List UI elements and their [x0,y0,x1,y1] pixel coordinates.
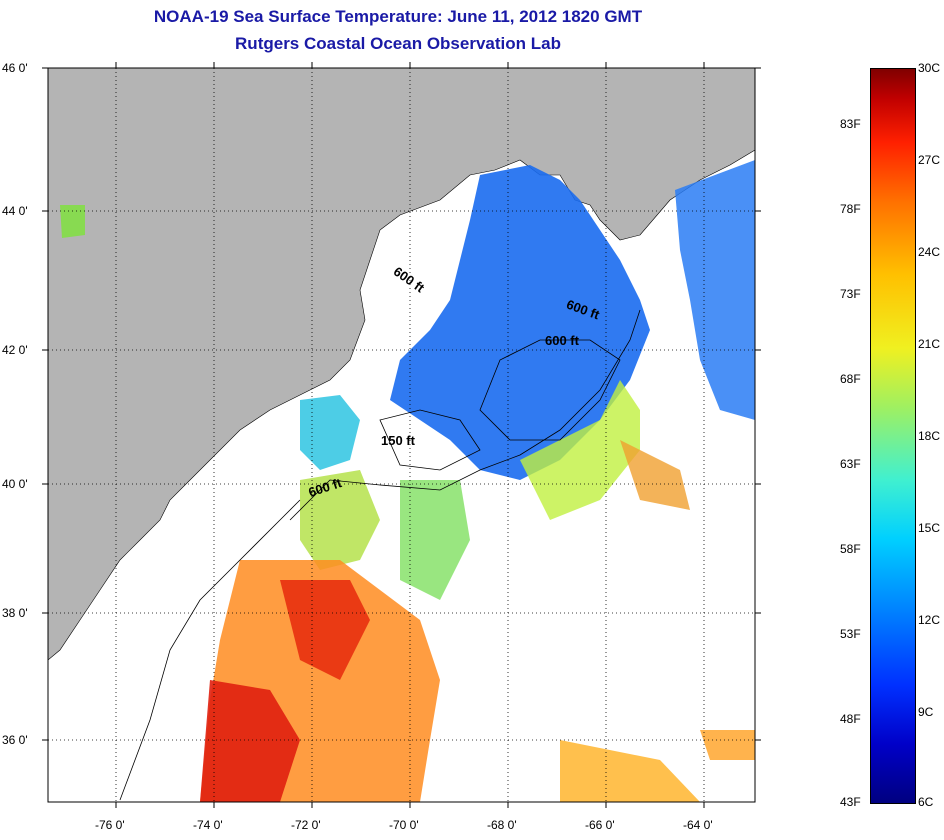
cold-water-region [390,165,650,480]
map-title: NOAA-19 Sea Surface Temperature: June 11… [153,7,643,26]
colorbar-celsius-label: 21C [918,337,941,351]
colorbar-fahrenheit-label: 48F [840,712,861,726]
lon-label: -64 0' [683,818,713,832]
lat-label: 38 0' [2,606,28,620]
lat-label: 42 0' [2,343,28,357]
colorbar-fahrenheit-label: 63F [840,457,861,471]
colorbar-celsius-label: 24C [918,245,941,259]
colorbar-celsius-label: 18C [918,429,941,443]
depth-contour-label: 600 ft [545,333,579,348]
map-subtitle: Rutgers Coastal Ocean Observation Lab [235,34,561,53]
colorbar-celsius-label: 30C [918,61,941,75]
colorbar-celsius-label: 27C [918,153,941,167]
depth-contour-label: 150 ft [381,433,415,448]
temperature-colorbar [870,68,916,804]
colorbar-celsius-label: 6C [918,795,934,809]
colorbar-fahrenheit-label: 83F [840,117,861,131]
colorbar-fahrenheit-label: 58F [840,542,861,556]
shelf-water-region [675,160,755,420]
colorbar-fahrenheit-label: 68F [840,372,861,386]
lon-label: -74 0' [193,818,223,832]
lat-label: 46 0' [2,61,28,75]
colorbar-celsius-label: 12C [918,613,941,627]
lon-label: -76 0' [95,818,125,832]
lat-label: 44 0' [2,204,28,218]
lon-label: -68 0' [487,818,517,832]
mid-temp-region [300,470,380,570]
lon-label: -66 0' [585,818,615,832]
colorbar-fahrenheit-label: 73F [840,287,861,301]
colorbar-fahrenheit-label: 43F [840,795,861,809]
land-mass [48,68,755,661]
lat-label: 36 0' [2,733,28,747]
colorbar-fahrenheit-label: 78F [840,202,861,216]
colorbar-celsius-label: 9C [918,705,934,719]
colorbar-celsius-label: 15C [918,521,941,535]
colorbar-fahrenheit-label: 53F [840,627,861,641]
lat-label: 40 0' [2,477,28,491]
lon-label: -70 0' [389,818,419,832]
lon-label: -72 0' [291,818,321,832]
